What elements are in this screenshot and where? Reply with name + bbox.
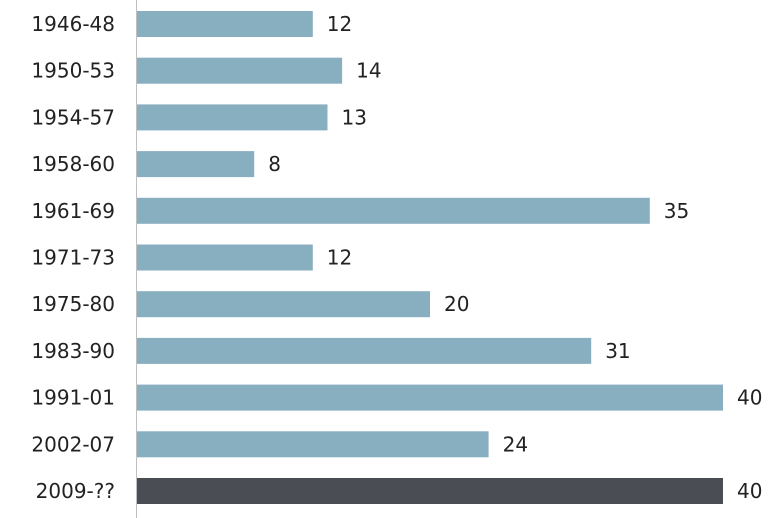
value-label: 14: [356, 59, 381, 83]
bar-1958-60: [137, 151, 255, 178]
category-label: 2009-??: [36, 479, 115, 503]
category-label: 1991-01: [31, 386, 115, 410]
bar-1983-90: [137, 337, 592, 364]
category-label: 1971-73: [31, 246, 115, 270]
bar-2009-??: [137, 478, 723, 504]
category-labels-layer: 1946-48 1950-53 1954-57 1958-60 1961-69 1971-…: [31, 12, 115, 503]
bar-1954-57: [137, 104, 328, 131]
bar-2002-07: [137, 431, 489, 458]
value-label: 12: [327, 246, 352, 270]
value-label: 40: [737, 479, 762, 503]
value-label: 13: [342, 105, 367, 129]
bar-1971-73: [137, 244, 313, 271]
category-label: 1983-90: [31, 339, 115, 363]
value-label: 35: [664, 199, 689, 223]
value-label: 40: [737, 386, 762, 410]
bar-1975-80: [137, 291, 430, 318]
bar-1946-48: [137, 11, 313, 37]
category-label: 1958-60: [31, 152, 115, 176]
bar-1950-53: [137, 57, 343, 84]
category-label: 1975-80: [31, 292, 115, 316]
value-label: 20: [444, 292, 469, 316]
value-label: 31: [605, 339, 630, 363]
bars-layer: [137, 11, 723, 504]
category-label: 1961-69: [31, 199, 115, 223]
value-label: 8: [268, 152, 281, 176]
category-label: 1954-57: [31, 105, 115, 129]
category-label: 2002-07: [31, 432, 115, 456]
bar-1961-69: [137, 197, 650, 224]
value-label: 24: [503, 432, 528, 456]
value-label: 12: [327, 12, 352, 36]
category-label: 1946-48: [31, 12, 115, 36]
category-label: 1950-53: [31, 59, 115, 83]
bar-1991-01: [137, 384, 723, 411]
